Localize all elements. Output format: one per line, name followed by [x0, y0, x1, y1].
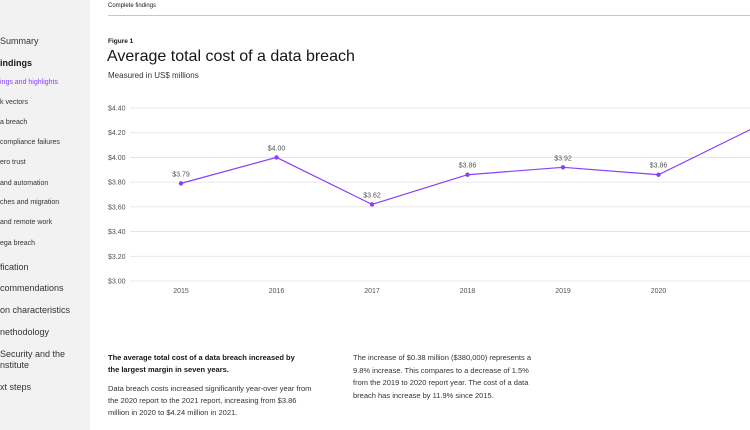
sidebar-item[interactable]: ega breach [0, 240, 36, 247]
sidebar-item[interactable]: and automation [0, 180, 49, 187]
figure-title: Average total cost of a data breach [107, 48, 355, 65]
y-tick-label: $4.40 [108, 106, 126, 113]
data-point[interactable] [656, 172, 661, 177]
figure-number: Figure 1 [108, 38, 134, 45]
sidebar-item[interactable]: and remote work [0, 219, 53, 226]
x-tick-label: 2015 [173, 288, 189, 295]
sidebar-item[interactable]: ches and migration [0, 199, 60, 206]
data-point[interactable] [274, 155, 279, 160]
sidebar-item[interactable]: Security and the [0, 349, 66, 359]
finding-heading: The average total cost of a data breach … [108, 353, 295, 374]
y-tick-label: $3.80 [108, 180, 126, 187]
sidebar-item[interactable]: indings [0, 58, 32, 68]
sidebar-item[interactable]: xt steps [0, 382, 32, 392]
data-label: $3.86 [650, 163, 668, 170]
data-point[interactable] [465, 172, 470, 177]
sidebar-item[interactable]: ero trust [0, 159, 26, 166]
x-tick-label: 2017 [364, 288, 380, 295]
x-tick-label: 2016 [269, 288, 285, 295]
sidebar-item[interactable]: nstitute [0, 360, 30, 370]
y-tick-label: $3.40 [108, 229, 126, 236]
sidebar-item[interactable]: nethodology [0, 327, 50, 337]
x-tick-label: 2018 [460, 288, 476, 295]
finding-detail: The increase of $0.38 million ($380,000)… [353, 353, 532, 400]
x-tick-label: 2020 [651, 288, 667, 295]
data-label: $4.00 [268, 145, 286, 152]
y-tick-label: $3.60 [108, 204, 126, 211]
y-tick-label: $3.00 [108, 279, 126, 286]
data-label: $3.92 [554, 155, 572, 162]
section-header-bar: Complete findings [108, 0, 750, 16]
sidebar-item[interactable]: commendations [0, 283, 64, 293]
y-tick-label: $4.00 [108, 155, 126, 162]
data-point[interactable] [178, 181, 184, 186]
y-tick-label: $4.20 [108, 130, 126, 137]
line-chart: $3.00 $3.20 $3.40 $3.60 $3.80 $4.00 $4.20 $4.40… [108, 106, 750, 295]
sidebar-item[interactable]: compliance failures [0, 139, 60, 146]
data-label: $3.79 [172, 171, 190, 178]
figure-subtitle: Measured in US$ millions [108, 71, 199, 80]
finding-body: Data breach costs increased significantl… [108, 384, 312, 417]
sidebar-item[interactable]: on characteristics [0, 305, 71, 315]
data-label: $3.62 [363, 192, 381, 199]
sidebar-item[interactable]: a breach [0, 119, 28, 126]
data-point[interactable] [560, 165, 566, 170]
data-point[interactable] [369, 202, 375, 207]
y-tick-label: $3.20 [108, 254, 126, 261]
sidebar-item[interactable]: k vectors [0, 99, 29, 106]
sidebar-item[interactable]: Summary [0, 36, 39, 46]
x-tick-label: 2019 [555, 288, 571, 295]
sidebar-item[interactable]: ings and highlights [0, 79, 58, 86]
section-header-label: Complete findings [108, 3, 157, 9]
series-line [180, 129, 750, 206]
sidebar-nav: Summary indings ings and highlights k vecto… [0, 0, 90, 430]
sidebar-item[interactable]: fication [0, 262, 29, 272]
data-label: $3.86 [459, 163, 477, 170]
